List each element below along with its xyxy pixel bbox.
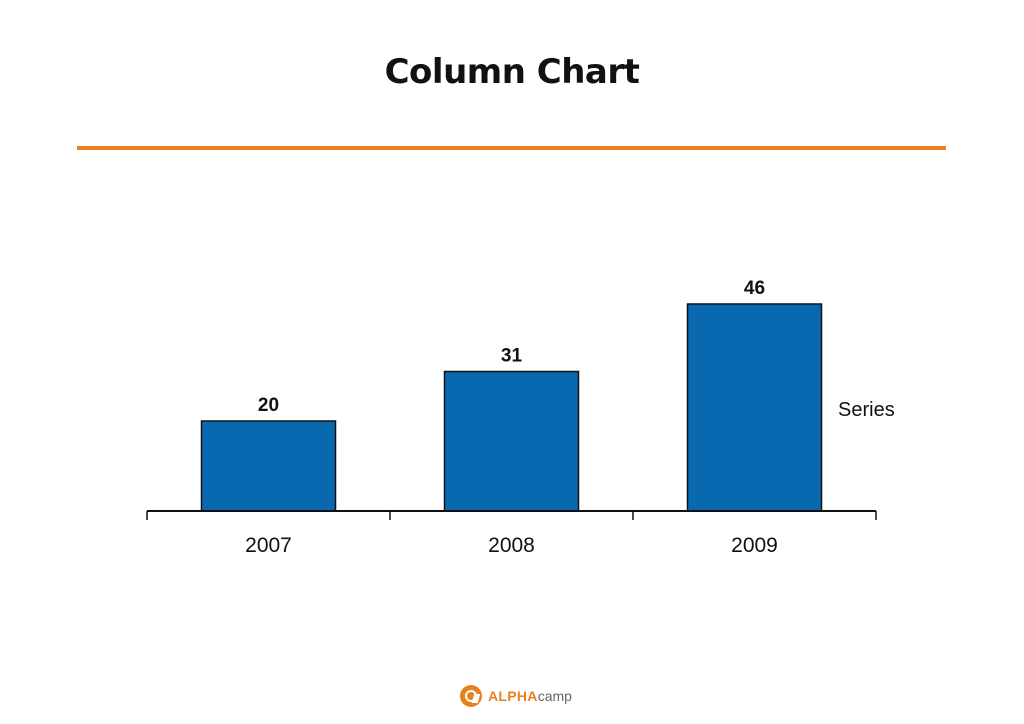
x-axis-ticks xyxy=(146,511,877,520)
slide-title: Column Chart xyxy=(384,52,640,92)
x-tick-label-2007: 2007 xyxy=(245,534,292,557)
alphacamp-logo: ALPHA camp xyxy=(460,684,572,708)
x-tick-label-2008: 2008 xyxy=(488,534,535,557)
legend-series-label: Series xyxy=(838,399,895,421)
data-label-2007: 20 xyxy=(258,395,279,416)
title-divider xyxy=(77,146,946,150)
data-label-group: 20 31 46 xyxy=(258,278,765,416)
bar-2008 xyxy=(443,370,580,512)
data-label-2008: 31 xyxy=(501,346,523,367)
x-axis-labels: 2007 2008 2009 xyxy=(245,534,778,557)
bar-group xyxy=(200,303,823,512)
data-label-2009: 46 xyxy=(744,278,765,299)
bar-2007 xyxy=(200,420,337,512)
x-tick-label-2009: 2009 xyxy=(731,534,778,557)
logo-text-camp: camp xyxy=(537,688,572,704)
alphacamp-logo-icon xyxy=(460,685,482,707)
bar-2009 xyxy=(686,303,823,512)
logo-text-alpha: ALPHA xyxy=(488,688,538,704)
